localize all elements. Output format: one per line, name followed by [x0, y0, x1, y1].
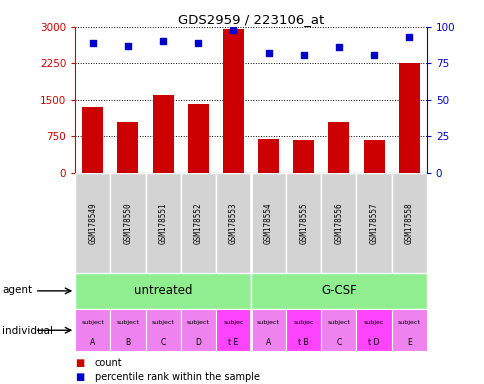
Bar — [145, 309, 180, 351]
Text: subjec: subjec — [293, 320, 313, 325]
Bar — [180, 309, 215, 351]
Text: subjec: subjec — [223, 320, 243, 325]
Text: GSM178549: GSM178549 — [88, 202, 97, 243]
Bar — [286, 173, 320, 273]
Bar — [145, 173, 180, 273]
Text: subject: subject — [327, 320, 349, 325]
Text: A: A — [265, 338, 271, 347]
Bar — [110, 173, 145, 273]
Text: t E: t E — [228, 338, 238, 347]
Bar — [251, 309, 286, 351]
Bar — [391, 173, 426, 273]
Text: t D: t D — [368, 338, 379, 347]
Bar — [320, 309, 356, 351]
Bar — [215, 309, 251, 351]
Text: subjec: subjec — [363, 320, 383, 325]
Text: percentile rank within the sample: percentile rank within the sample — [94, 372, 259, 382]
Bar — [286, 309, 320, 351]
Text: GSM178552: GSM178552 — [193, 202, 202, 243]
Text: subject: subject — [116, 320, 139, 325]
Text: D: D — [195, 338, 201, 347]
Text: subject: subject — [81, 320, 104, 325]
Text: GSM178555: GSM178555 — [299, 202, 308, 243]
Bar — [356, 173, 391, 273]
Text: ■: ■ — [75, 358, 84, 368]
Point — [264, 50, 272, 56]
Bar — [75, 173, 110, 273]
Point — [334, 44, 342, 50]
Point — [194, 40, 202, 46]
Point — [124, 43, 132, 49]
Bar — [328, 122, 348, 173]
Bar — [75, 309, 110, 351]
Bar — [320, 173, 356, 273]
Bar — [251, 273, 426, 309]
Text: GSM178553: GSM178553 — [228, 202, 238, 243]
Text: GSM178554: GSM178554 — [263, 202, 272, 243]
Point — [369, 51, 377, 58]
Bar — [391, 309, 426, 351]
Bar — [398, 63, 419, 173]
Text: GSM178557: GSM178557 — [369, 202, 378, 243]
Text: A: A — [90, 338, 95, 347]
Text: ■: ■ — [75, 372, 84, 382]
Bar — [180, 173, 215, 273]
Bar — [215, 173, 251, 273]
Text: count: count — [94, 358, 122, 368]
Text: B: B — [125, 338, 130, 347]
Text: GSM178550: GSM178550 — [123, 202, 132, 243]
Title: GDS2959 / 223106_at: GDS2959 / 223106_at — [178, 13, 323, 26]
Bar — [152, 95, 173, 173]
Point — [229, 27, 237, 33]
Text: E: E — [406, 338, 411, 347]
Text: GSM178558: GSM178558 — [404, 202, 413, 243]
Bar — [110, 309, 145, 351]
Bar — [82, 107, 103, 173]
Point — [405, 34, 412, 40]
Text: C: C — [160, 338, 166, 347]
Text: individual: individual — [2, 326, 53, 336]
Bar — [257, 139, 278, 173]
Text: agent: agent — [2, 285, 32, 295]
Text: t B: t B — [298, 338, 308, 347]
Bar — [356, 309, 391, 351]
Point — [299, 51, 307, 58]
Text: subject: subject — [151, 320, 174, 325]
Point — [89, 40, 96, 46]
Bar — [292, 140, 314, 173]
Text: subject: subject — [397, 320, 420, 325]
Bar — [75, 273, 251, 309]
Text: subject: subject — [257, 320, 279, 325]
Bar — [251, 173, 286, 273]
Text: GSM178556: GSM178556 — [333, 202, 343, 243]
Bar — [363, 140, 384, 173]
Bar — [187, 104, 208, 173]
Text: G-CSF: G-CSF — [320, 285, 356, 297]
Text: subject: subject — [186, 320, 209, 325]
Bar — [117, 122, 138, 173]
Point — [159, 38, 166, 45]
Text: C: C — [335, 338, 341, 347]
Bar — [222, 29, 243, 173]
Text: GSM178551: GSM178551 — [158, 202, 167, 243]
Text: untreated: untreated — [134, 285, 192, 297]
